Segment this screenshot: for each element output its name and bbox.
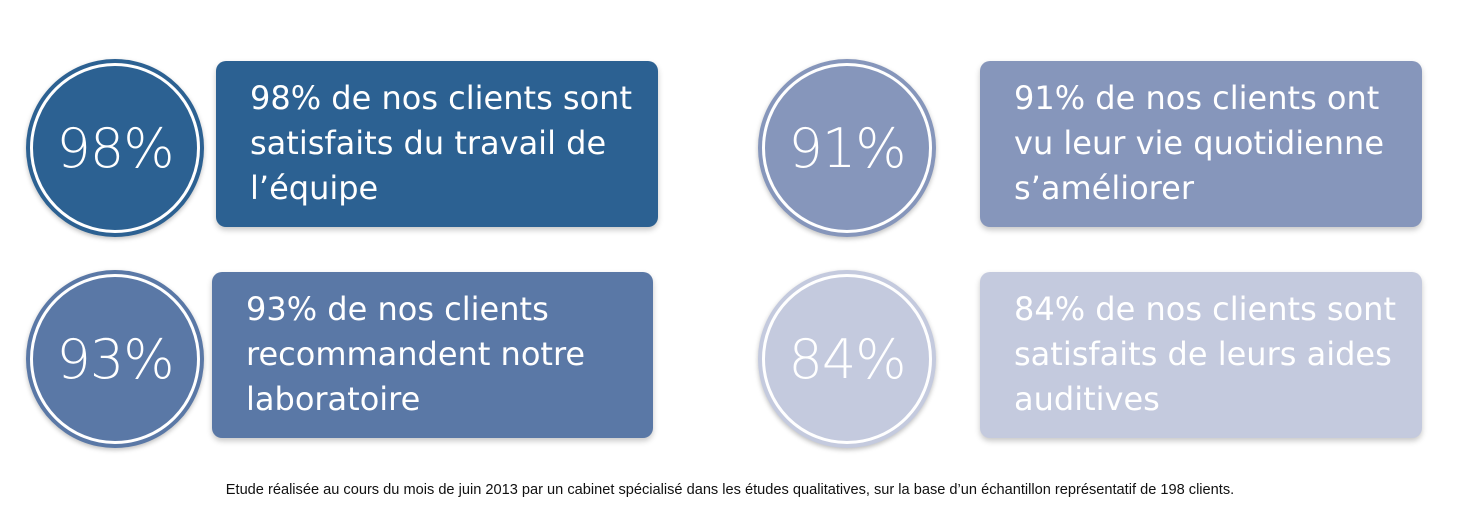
stat-card-line: satisfaits du travail de bbox=[250, 124, 607, 162]
stat-percent-84: 84% bbox=[762, 274, 932, 444]
stat-circle-98: 98% bbox=[26, 59, 204, 237]
stat-card-line: 91% de nos clients ont bbox=[1014, 79, 1380, 117]
stat-card-line: satisfaits de leurs aides bbox=[1014, 335, 1392, 373]
stat-card-line: 84% de nos clients sont bbox=[1014, 290, 1396, 328]
stat-card-line: auditives bbox=[1014, 380, 1160, 418]
stat-circle-84: 84% bbox=[758, 270, 936, 448]
stat-circle-91: 91% bbox=[758, 59, 936, 237]
stat-circle-93: 93% bbox=[26, 270, 204, 448]
stat-card-line: s’améliorer bbox=[1014, 169, 1194, 207]
stat-card-line: laboratoire bbox=[246, 380, 421, 418]
stat-percent-91: 91% bbox=[762, 63, 932, 233]
stat-card-line: recommandent notre bbox=[246, 335, 586, 373]
stat-card-line: l’équipe bbox=[250, 169, 379, 207]
stat-card-line: 98% de nos clients sont bbox=[250, 79, 632, 117]
stat-card-98: 98% de nos clients sont satisfaits du tr… bbox=[216, 61, 658, 227]
stat-percent-93: 93% bbox=[30, 274, 200, 444]
stat-card-line: 93% de nos clients bbox=[246, 290, 549, 328]
stat-card-91: 91% de nos clients ont vu leur vie quoti… bbox=[980, 61, 1422, 227]
stat-card-84: 84% de nos clients sont satisfaits de le… bbox=[980, 272, 1422, 438]
stat-card-line: vu leur vie quotidienne bbox=[1014, 124, 1385, 162]
stat-percent-98: 98% bbox=[30, 63, 200, 233]
study-footnote: Etude réalisée au cours du mois de juin … bbox=[225, 482, 1235, 498]
stat-card-93: 93% de nos clients recommandent notre la… bbox=[212, 272, 653, 438]
